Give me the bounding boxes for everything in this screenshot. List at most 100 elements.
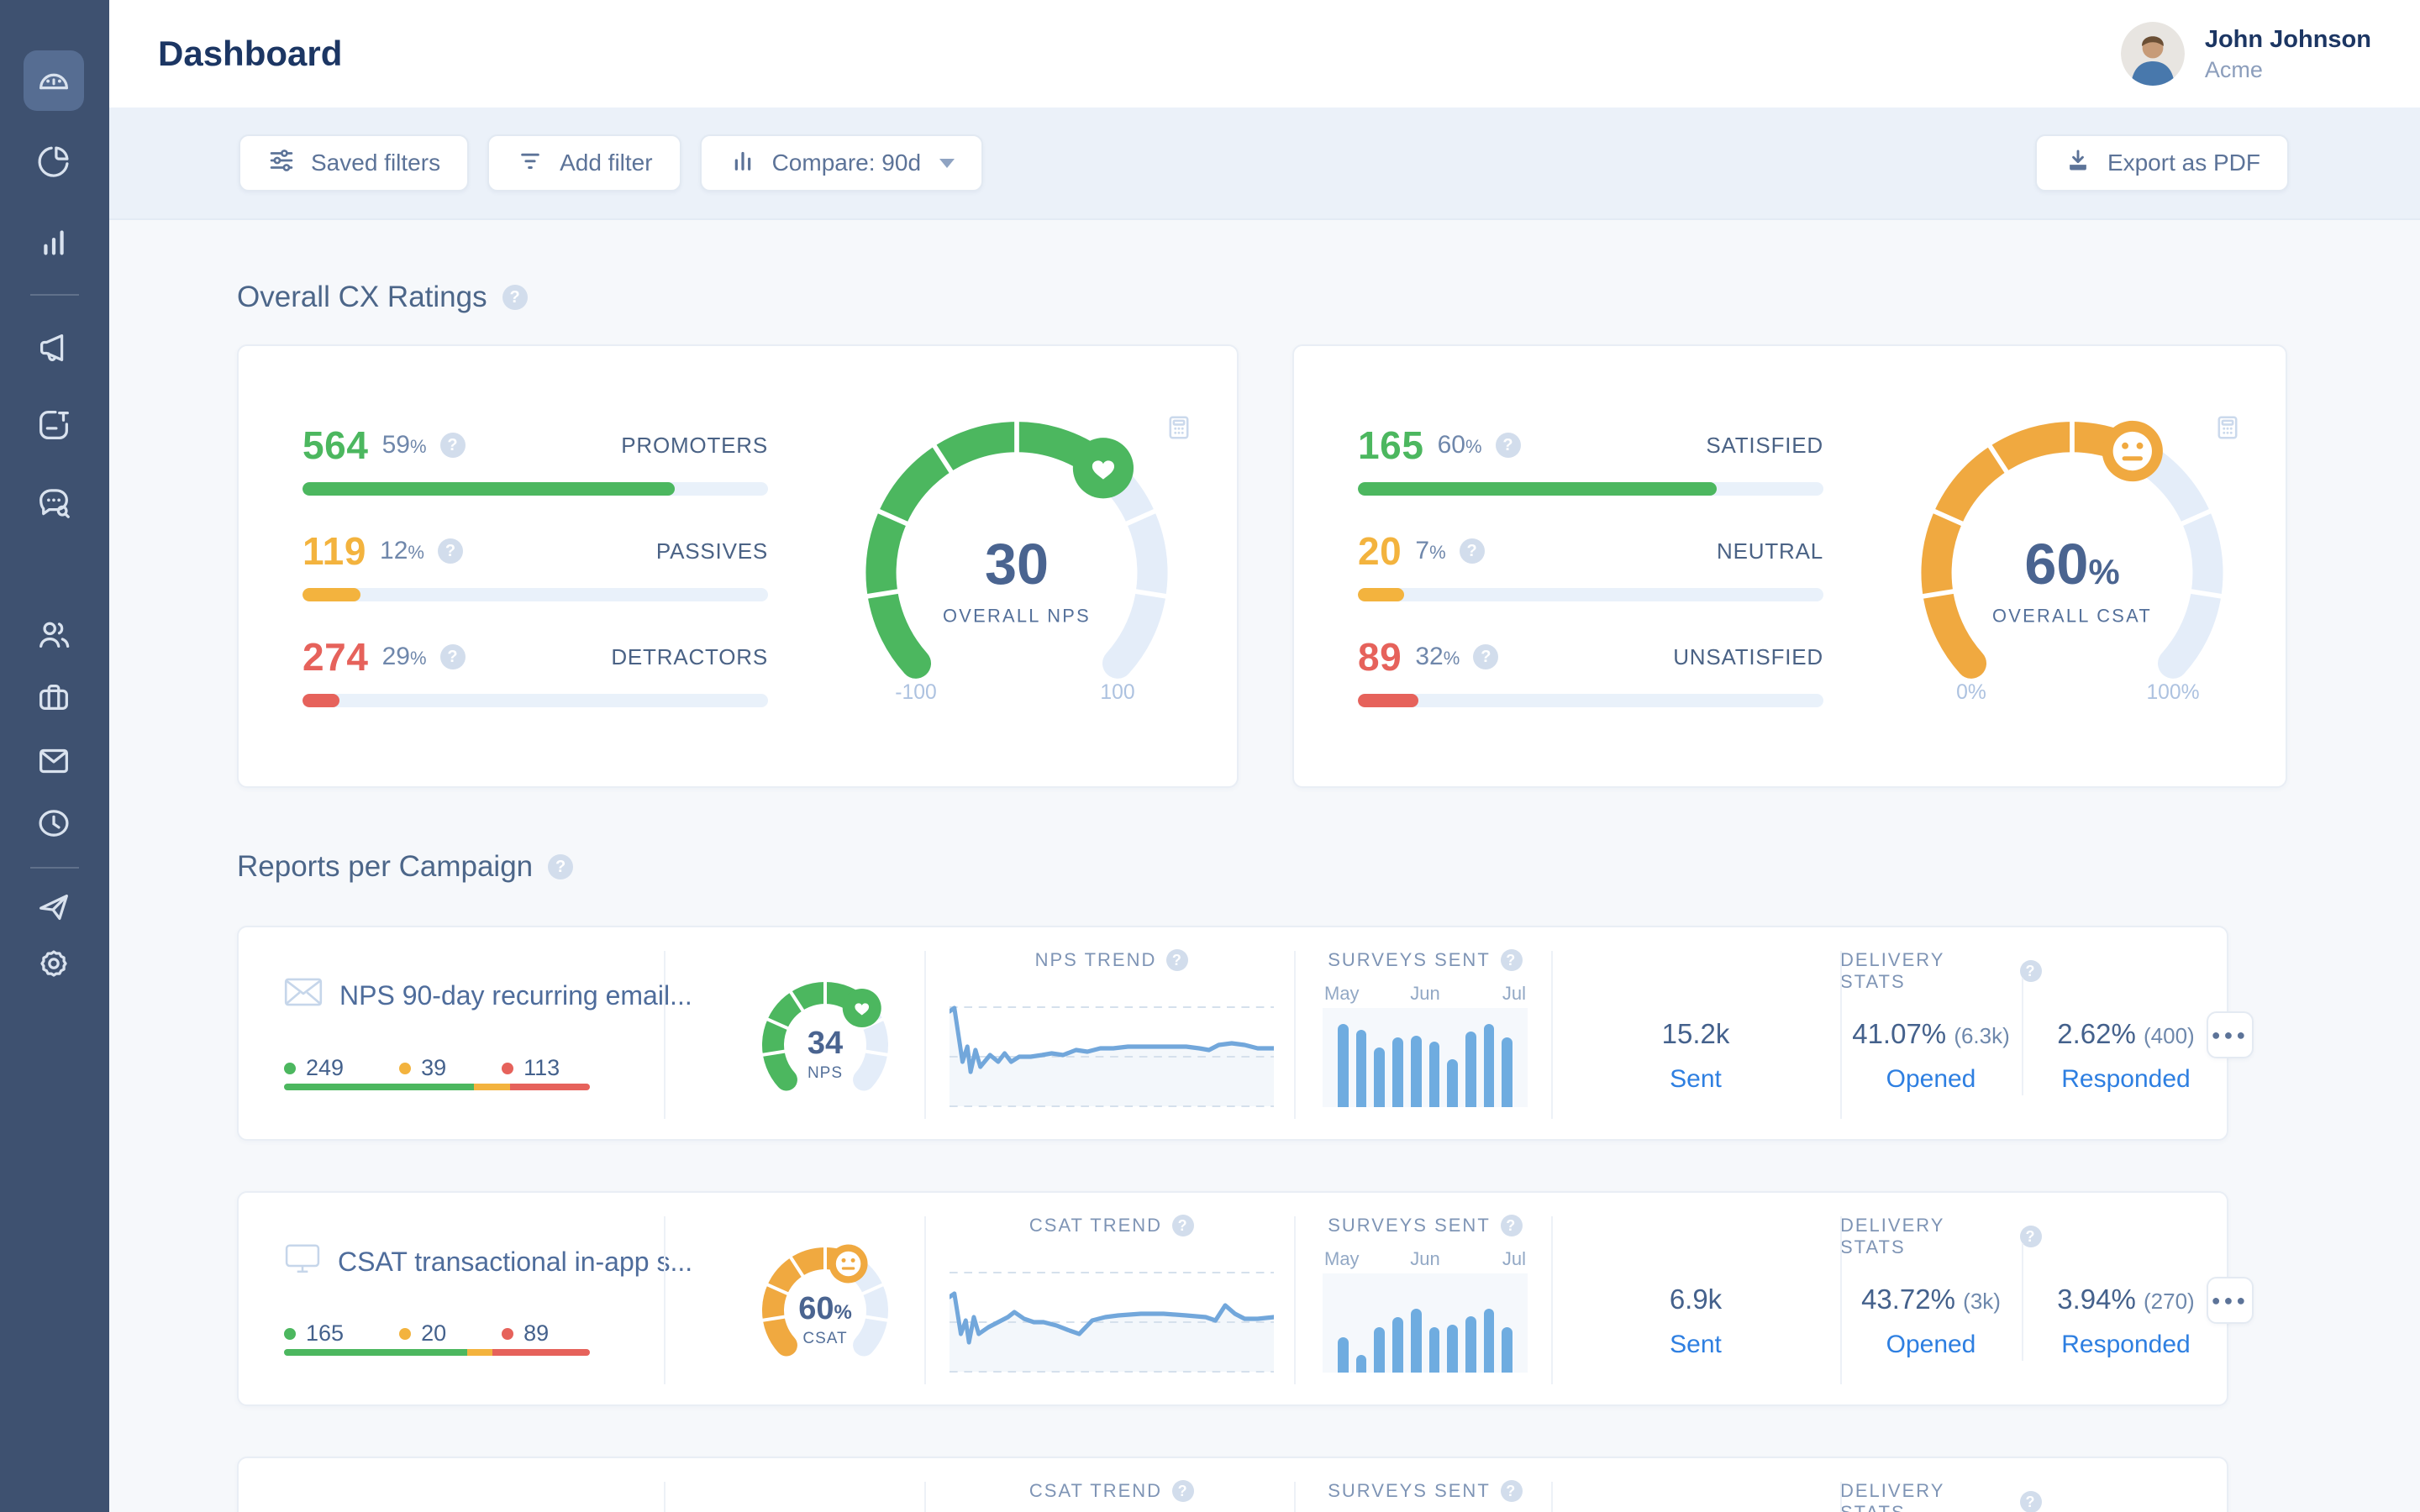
- megaphone-icon: [34, 328, 73, 367]
- sidebar-item-megaphone[interactable]: [24, 318, 84, 378]
- compare-dropdown[interactable]: Compare: 90d: [700, 134, 983, 192]
- row-menu-button[interactable]: ●●●: [2207, 1011, 2254, 1058]
- help-icon[interactable]: ?: [438, 538, 463, 564]
- opened-stat: 43.72% (3k) Opened: [1840, 1284, 2022, 1359]
- sidebar-item-bars[interactable]: [24, 212, 84, 272]
- sidebar-item-briefcase[interactable]: [24, 667, 84, 727]
- sidebar-item-pie[interactable]: [24, 131, 84, 192]
- column-divider: [1294, 1216, 1296, 1384]
- bars-icon: [34, 223, 73, 261]
- column-divider: [1294, 1482, 1296, 1512]
- count-group: 89: [502, 1320, 549, 1347]
- row-menu-button[interactable]: ●●●: [2207, 1277, 2254, 1324]
- help-icon[interactable]: ?: [1496, 433, 1521, 458]
- sent-stat: 15.2k Sent: [1551, 1018, 1840, 1094]
- stat-count: 89: [1358, 634, 1402, 680]
- stat-progress-track: [1358, 588, 1823, 601]
- sidebar-item-send[interactable]: [24, 877, 84, 937]
- campaign-title[interactable]: CSAT transactional in-app s...: [284, 1243, 671, 1280]
- sidebar-item-chat-search[interactable]: [24, 472, 84, 533]
- stat-label: PASSIVES: [656, 538, 768, 564]
- help-icon[interactable]: ?: [1172, 1215, 1194, 1236]
- sidebar-item-clock[interactable]: [24, 793, 84, 853]
- sidebar-divider: [30, 294, 79, 296]
- surveys-sent-chart: [1323, 1008, 1528, 1107]
- sidebar-item-dashboard[interactable]: [24, 50, 84, 111]
- help-icon[interactable]: ?: [2020, 1491, 2042, 1512]
- responded-link[interactable]: Responded: [2022, 1331, 2230, 1359]
- help-icon[interactable]: ?: [1172, 1480, 1194, 1502]
- stat-label: NEUTRAL: [1717, 538, 1823, 564]
- sidebar-item-mail[interactable]: [24, 731, 84, 791]
- help-icon[interactable]: ?: [1501, 1480, 1523, 1502]
- help-icon[interactable]: ?: [440, 433, 466, 458]
- calculator-icon[interactable]: [2213, 413, 2242, 442]
- filter-icon: [516, 146, 544, 181]
- mail-icon: [34, 742, 73, 780]
- column-divider: [1551, 1482, 1553, 1512]
- count-group: 113: [502, 1055, 560, 1081]
- surveys-sent-chart: [1323, 1273, 1528, 1373]
- count-group: 20: [399, 1320, 446, 1347]
- stat-progress-fill: [1358, 694, 1418, 707]
- responded-link[interactable]: Responded: [2022, 1065, 2230, 1094]
- stat-percent: 60%: [1438, 431, 1482, 459]
- send-icon: [34, 888, 73, 927]
- column-divider: [1294, 951, 1296, 1119]
- nps-stat-promoters: 564 59% ? PROMOTERS: [302, 423, 768, 496]
- chat-search-icon: [34, 483, 73, 522]
- help-icon[interactable]: ?: [440, 644, 466, 669]
- csat-summary-card: 165 60% ? SATISFIED 20 7% ? NEUTRAL: [1292, 344, 2287, 788]
- export-pdf-button[interactable]: Export as PDF: [2035, 134, 2289, 192]
- add-filter-button[interactable]: Add filter: [487, 134, 681, 192]
- column-divider: [2022, 1243, 2023, 1361]
- sidebar-item-gear[interactable]: [24, 934, 84, 995]
- sent-link[interactable]: Sent: [1551, 1065, 1840, 1094]
- svg-text:NPS: NPS: [808, 1064, 843, 1082]
- user-menu[interactable]: John Johnson Acme: [2121, 22, 2371, 86]
- help-icon[interactable]: ?: [1166, 949, 1188, 971]
- help-icon[interactable]: ?: [502, 285, 528, 310]
- stat-percent: 7%: [1415, 537, 1445, 565]
- help-icon[interactable]: ?: [1501, 1215, 1523, 1236]
- nps-stat-detractors: 274 29% ? DETRACTORS: [302, 635, 768, 707]
- compare-chart-icon: [729, 146, 757, 181]
- chevron-down-icon: [939, 159, 955, 168]
- topbar: Dashboard John Johnson Acme: [109, 0, 2420, 108]
- help-icon[interactable]: ?: [1501, 949, 1523, 971]
- opened-link[interactable]: Opened: [1840, 1331, 2022, 1359]
- campaigns-section-heading: Reports per Campaign ?: [237, 850, 573, 884]
- opened-link[interactable]: Opened: [1840, 1065, 2022, 1094]
- stat-label: PROMOTERS: [621, 433, 768, 459]
- calculator-icon[interactable]: [1165, 413, 1193, 442]
- saved-filters-label: Saved filters: [311, 150, 440, 176]
- stat-count: 564: [302, 423, 369, 468]
- sidebar-item-people[interactable]: [24, 605, 84, 665]
- saved-filters-button[interactable]: Saved filters: [239, 134, 469, 192]
- help-icon[interactable]: ?: [548, 854, 573, 879]
- sidebar: [0, 0, 109, 1512]
- sliders-icon: [267, 146, 296, 181]
- campaign-row: CSAT TREND? SURVEYS SENT? DELIVERY STATS…: [237, 1457, 2228, 1512]
- campaign-gauge: 34NPS: [741, 958, 909, 1132]
- count-group: 39: [399, 1055, 446, 1081]
- surveys-column-header: SURVEYS SENT?: [1306, 1215, 1544, 1236]
- campaign-gauge: 60%CSAT: [741, 1223, 909, 1398]
- nps-stat-passives: 119 12% ? PASSIVES: [302, 529, 768, 601]
- delivery-column-header: DELIVERY STATS?: [1840, 1480, 2042, 1512]
- csat-stat-satisfied: 165 60% ? SATISFIED: [1358, 423, 1823, 496]
- help-icon[interactable]: ?: [1460, 538, 1485, 564]
- campaign-row: CSAT transactional in-app s... 165 20 89…: [237, 1191, 2228, 1406]
- stat-count: 20: [1358, 528, 1402, 574]
- sent-link[interactable]: Sent: [1551, 1331, 1840, 1359]
- sidebar-item-template[interactable]: [24, 395, 84, 455]
- nps-summary-card: 564 59% ? PROMOTERS 119 12% ? PASSIVES: [237, 344, 1239, 788]
- help-icon[interactable]: ?: [1473, 644, 1498, 669]
- cx-section-title: Overall CX Ratings: [237, 281, 487, 314]
- stat-label: SATISFIED: [1706, 433, 1823, 459]
- surveys-column-header: SURVEYS SENT?: [1306, 949, 1544, 971]
- briefcase-icon: [34, 678, 73, 717]
- campaign-counts: 165 20 89: [284, 1320, 604, 1347]
- campaign-title[interactable]: NPS 90-day recurring email...: [284, 978, 671, 1013]
- sent-stat: 6.9k Sent: [1551, 1284, 1840, 1359]
